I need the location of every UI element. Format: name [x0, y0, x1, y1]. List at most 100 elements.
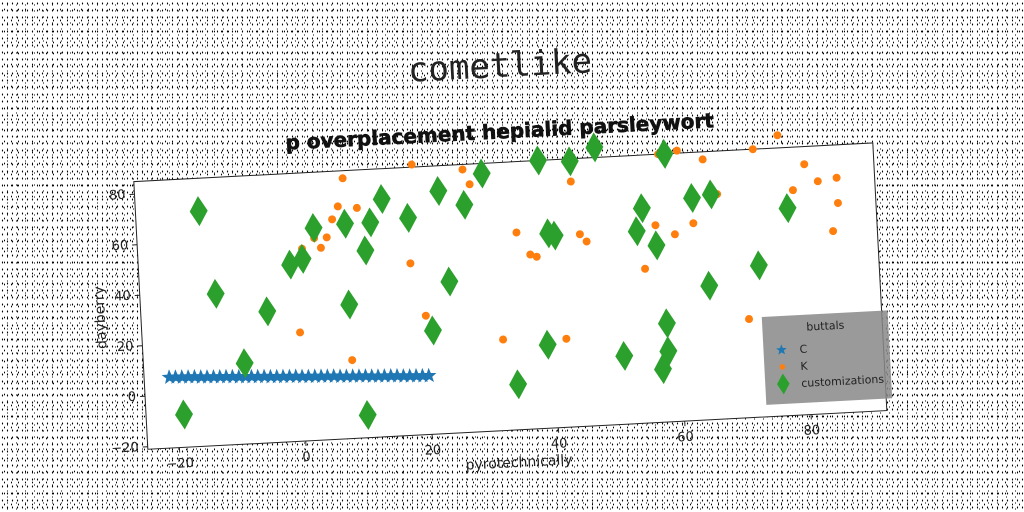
point-K	[532, 252, 541, 261]
point-customizations	[258, 296, 277, 327]
point-K	[526, 250, 535, 259]
point-customizations	[560, 146, 579, 177]
point-customizations	[683, 182, 701, 213]
legend-title: buttals	[806, 319, 845, 334]
point-K	[348, 356, 357, 365]
point-customizations	[423, 315, 442, 346]
point-K	[670, 230, 679, 239]
point-customizations	[509, 369, 528, 400]
point-customizations	[749, 250, 768, 281]
point-customizations	[545, 220, 564, 251]
legend-marker-K	[779, 364, 786, 370]
legend-marker-C	[776, 344, 787, 355]
point-K	[773, 131, 782, 140]
point-customizations	[206, 278, 225, 309]
x-tick-label: 40	[551, 436, 568, 452]
point-customizations	[356, 235, 375, 266]
point-K	[333, 202, 342, 211]
point-customizations	[175, 399, 194, 430]
point-customizations	[538, 329, 557, 360]
x-tick-label: 60	[677, 430, 694, 446]
axis-ticks: −20 0 20 40 60 80 −20 0 20 40 60 80	[109, 188, 821, 473]
point-customizations	[655, 138, 674, 169]
point-customizations	[429, 176, 448, 206]
point-customizations	[361, 207, 380, 238]
point-customizations	[778, 193, 797, 224]
x-tick-label: 20	[424, 443, 441, 459]
point-K	[832, 173, 841, 182]
point-K	[465, 180, 474, 189]
point-K	[672, 146, 681, 155]
series-C	[161, 367, 437, 384]
point-K	[338, 174, 347, 183]
point-K	[407, 160, 416, 169]
point-customizations	[659, 336, 678, 367]
series-K	[296, 131, 842, 365]
series-customizations	[175, 132, 797, 430]
point-customizations	[293, 243, 312, 274]
point-K	[562, 334, 571, 343]
legend-marker-customizations	[776, 373, 790, 395]
point-K	[296, 328, 305, 337]
point-customizations	[472, 158, 491, 189]
point-K	[458, 165, 467, 174]
point-K	[698, 155, 707, 164]
point-customizations	[358, 399, 377, 430]
y-tick-label: −20	[111, 440, 139, 456]
point-customizations	[235, 348, 254, 379]
point-K	[421, 311, 430, 320]
data-marks	[161, 131, 842, 430]
point-customizations	[632, 193, 651, 224]
point-customizations	[372, 184, 391, 215]
point-customizations	[336, 208, 355, 239]
point-K	[566, 177, 575, 186]
y-axis-label: dayberry	[91, 286, 110, 350]
point-customizations	[701, 179, 720, 210]
legend-label-customizations: customizations	[801, 373, 885, 390]
x-tick-label: 0	[302, 450, 311, 465]
point-K	[833, 198, 842, 207]
point-customizations	[340, 289, 359, 320]
point-customizations	[653, 354, 672, 385]
point-K	[748, 145, 757, 154]
y-tick-label: 60	[111, 238, 128, 254]
point-customizations	[529, 145, 548, 176]
chart-area: p overplacement hepialid parsleywort −20…	[91, 108, 893, 474]
point-K	[745, 315, 754, 324]
point-K	[800, 160, 809, 169]
y-tick-label: 0	[127, 390, 136, 405]
y-tick-label: 40	[114, 289, 131, 305]
point-customizations	[627, 216, 646, 247]
point-customizations	[700, 270, 719, 301]
point-customizations	[281, 249, 300, 280]
point-K	[813, 177, 822, 186]
legend-label-C: C	[799, 343, 808, 356]
point-K	[322, 233, 331, 242]
point-customizations	[304, 212, 323, 243]
y-tick-label: 20	[117, 339, 134, 355]
point-K	[575, 230, 584, 239]
x-tick-label: −20	[166, 456, 194, 472]
point-K	[512, 228, 521, 237]
point-K	[582, 237, 591, 246]
chart-title: p overplacement hepialid parsleywort	[285, 108, 715, 154]
y-tick-label: 80	[109, 188, 126, 204]
point-customizations	[647, 230, 666, 261]
point-customizations	[657, 308, 676, 339]
point-C	[421, 367, 437, 383]
point-customizations	[189, 196, 208, 227]
point-K	[499, 335, 508, 344]
point-K	[328, 215, 337, 224]
point-K	[689, 219, 698, 228]
point-K	[788, 186, 797, 195]
point-customizations	[615, 340, 634, 371]
point-customizations	[440, 266, 459, 297]
point-customizations	[585, 132, 604, 163]
point-customizations	[399, 202, 418, 233]
point-customizations	[455, 189, 474, 220]
point-K	[352, 203, 361, 212]
legend-label-K: K	[800, 360, 809, 373]
